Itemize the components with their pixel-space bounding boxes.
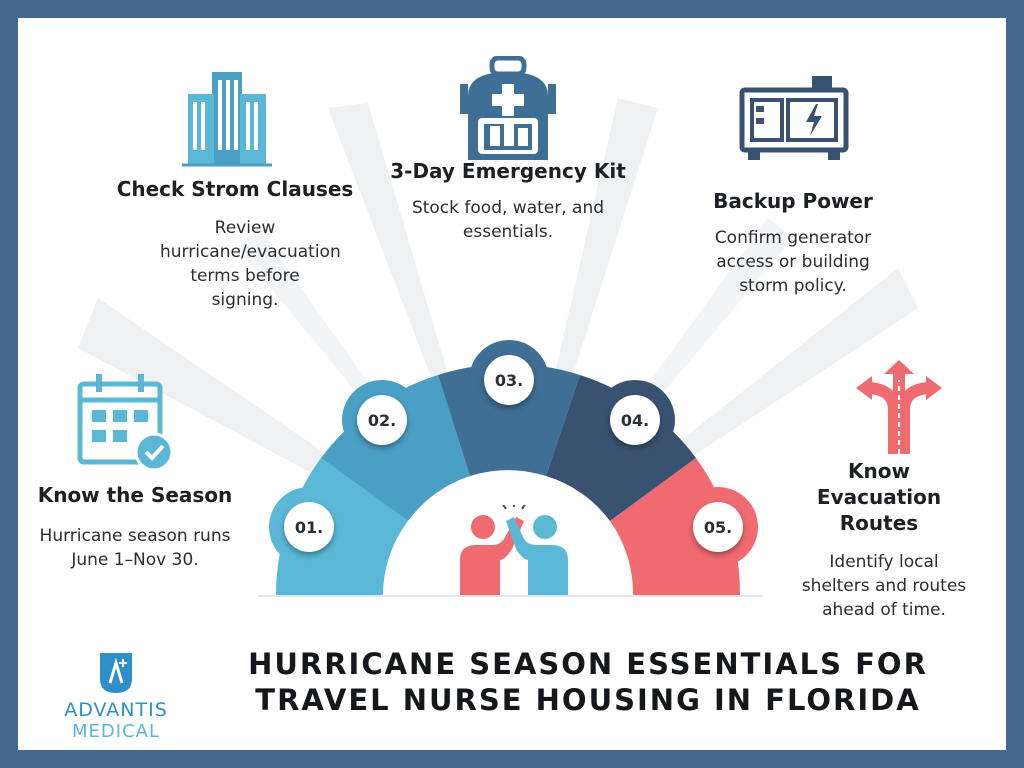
item-backup-power: Backup Power Confirm generator access or… bbox=[678, 188, 908, 298]
generator-icon bbox=[739, 76, 849, 160]
advantis-logo: ADVANTIS MEDICAL bbox=[56, 651, 176, 743]
item-description: Confirm generator access or building sto… bbox=[714, 228, 872, 296]
item-title: 3-Day Emergency Kit bbox=[390, 159, 626, 183]
title-line-2: TRAVEL NURSE HOUSING IN FLORIDA bbox=[255, 683, 921, 717]
buildings-icon bbox=[182, 72, 272, 167]
backpack-icon bbox=[460, 56, 556, 160]
main-title: HURRICANE SEASON ESSENTIALS FOR TRAVEL N… bbox=[188, 646, 988, 718]
item-description: Stock food, water, and essentials. bbox=[411, 198, 605, 242]
title-line-1: HURRICANE SEASON ESSENTIALS FOR bbox=[248, 647, 928, 681]
step-number-04: 04. bbox=[610, 395, 660, 445]
logo-text-line2: MEDICAL bbox=[72, 721, 160, 742]
item-title: Know Evacuation Routes bbox=[816, 459, 942, 535]
step-number-03: 03. bbox=[484, 355, 534, 405]
item-description: Identify local shelters and routes ahead… bbox=[801, 552, 967, 620]
item-title: Know the Season bbox=[37, 483, 233, 507]
arrows-split-icon bbox=[856, 360, 942, 454]
item-title: Check Strom Clauses bbox=[116, 177, 354, 201]
item-know-evacuation-routes: Know Evacuation Routes Identify local sh… bbox=[774, 458, 984, 622]
step-number-05: 05. bbox=[693, 502, 743, 552]
item-know-the-season: Know the Season Hurricane season runs Ju… bbox=[20, 482, 250, 572]
high-five-icon bbox=[460, 505, 568, 595]
advantis-logo-icon bbox=[100, 653, 132, 693]
step-number-02: 02. bbox=[357, 395, 407, 445]
logo-text-line1: ADVANTIS bbox=[64, 699, 168, 721]
item-title: Backup Power bbox=[713, 189, 873, 213]
step-number-01: 01. bbox=[284, 502, 334, 552]
item-3-day-emergency-kit: 3-Day Emergency Kit Stock food, water, a… bbox=[378, 158, 638, 244]
calendar-icon bbox=[77, 374, 174, 472]
infographic-panel: 01. 02. 03. 04. 05. bbox=[18, 18, 1006, 750]
item-description: Review hurricane/evacuation terms before… bbox=[160, 218, 341, 310]
item-description: Hurricane season runs June 1–Nov 30. bbox=[39, 526, 231, 570]
item-check-storm-clauses: Check Strom Clauses Review hurricane/eva… bbox=[100, 176, 370, 312]
